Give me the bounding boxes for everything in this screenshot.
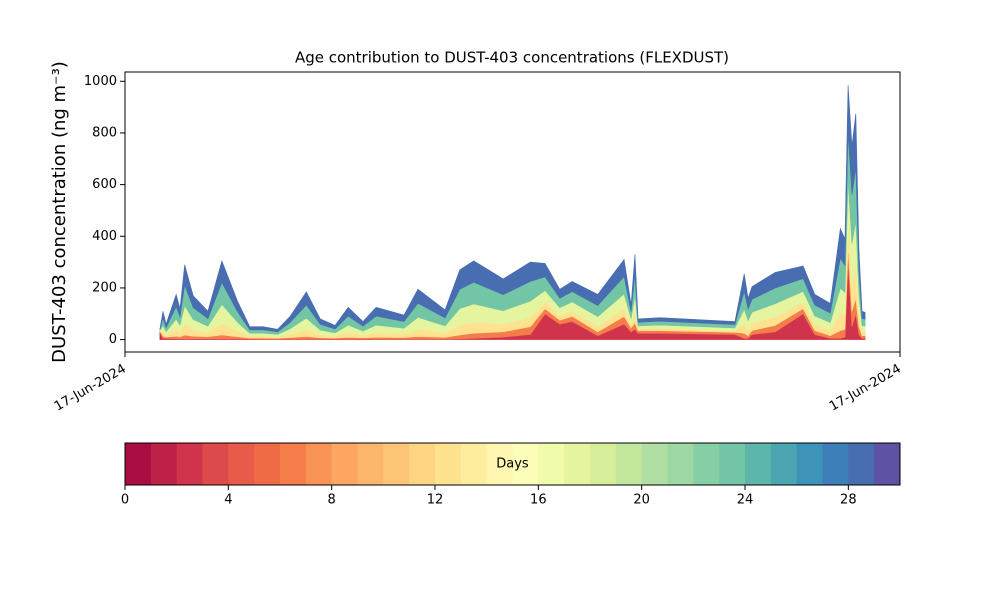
colorbar-swatch [796,443,823,485]
colorbar-swatch [254,443,281,485]
chart-title: Age contribution to DUST-403 concentrati… [295,49,729,67]
colorbar-swatch [305,443,333,485]
y-tick-label: 0 [109,332,117,347]
colorbar-swatch [512,443,539,485]
colorbar-swatch [848,443,875,485]
colorbar-swatch [590,443,617,485]
area-layer [159,132,866,335]
colorbar-tick-label: 4 [224,493,232,508]
colorbar-swatch [125,443,152,485]
x-tick-label: 17-Jun-2024 [52,362,129,415]
colorbar-swatch [874,443,901,485]
y-tick-label: 600 [92,177,117,192]
colorbar-swatch [719,443,746,485]
colorbar-tick-label: 20 [633,493,650,508]
colorbar-frame [124,442,901,486]
colorbar-swatch [460,443,488,485]
colorbar-swatch [538,443,565,485]
colorbar-swatch [822,443,849,485]
colorbar-tick-label: 16 [530,493,547,508]
colorbar-swatch [357,443,384,485]
plot-frame [124,71,901,353]
colorbar-swatch [641,443,668,485]
colorbar-swatch [486,443,513,485]
colorbar-tick-label: 24 [737,493,754,508]
colorbar-swatch [435,443,462,485]
y-tick-label: 200 [92,280,117,295]
colorbar-swatch [150,443,178,485]
colorbar-swatch [667,443,694,485]
colorbar-swatch [770,443,798,485]
colorbar-swatch [202,443,229,485]
colorbar-tick-label: 12 [427,493,444,508]
y-axis-label: DUST-403 concentration (ng m⁻³) [49,61,70,363]
x-tick-label: 17-Jun-2024 [827,362,904,415]
colorbar-label: Days [496,457,529,472]
colorbar-tick-label: 28 [840,493,857,508]
colorbar-swatch [615,443,643,485]
y-tick-label: 400 [92,229,117,244]
colorbar-swatch [383,443,410,485]
y-tick-label: 800 [92,125,117,140]
colorbar-tick-label: 0 [121,493,129,508]
colorbar-swatch [693,443,720,485]
colorbar-swatch [176,443,203,485]
area-layer [159,180,866,338]
colorbar-swatch [409,443,436,485]
colorbar-swatch [564,443,591,485]
colorbar-swatch [280,443,307,485]
y-tick-label: 1000 [84,74,117,89]
colorbar-swatch [745,443,772,485]
colorbar-swatch [228,443,255,485]
area-layer [159,85,866,333]
colorbar-swatch [331,443,358,485]
colorbar-tick-label: 8 [328,493,336,508]
